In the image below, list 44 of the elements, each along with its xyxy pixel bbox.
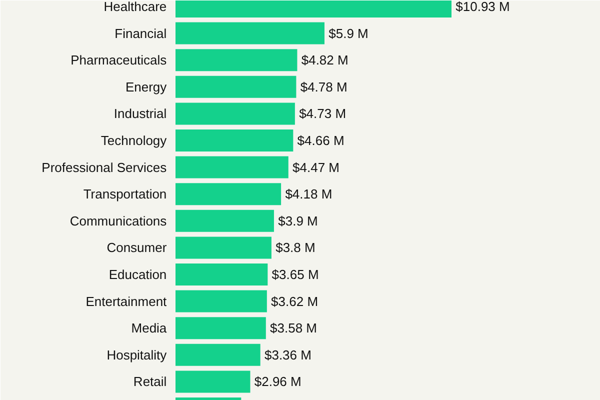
bar <box>176 290 267 312</box>
data-label: $4.73 M <box>299 106 346 122</box>
y-tick-label: Technology <box>100 133 168 148</box>
data-label: $3.8 M <box>276 240 316 256</box>
bar <box>176 76 296 98</box>
data-label: $3.58 M <box>270 320 318 336</box>
y-tick-label: Industrial <box>114 106 167 122</box>
bar <box>176 22 324 44</box>
y-tick-label: Professional Services <box>42 160 168 175</box>
data-label: $3.9 M <box>278 213 318 228</box>
y-tick-label: Energy <box>125 79 168 94</box>
bar <box>176 130 294 152</box>
data-label: $4.66 M <box>297 133 344 148</box>
bar <box>176 49 298 72</box>
bar <box>176 156 288 178</box>
y-tick-label: Media <box>131 320 168 336</box>
data-label: $3.62 M <box>271 294 318 309</box>
data-label: $4.82 M <box>301 52 348 68</box>
bar <box>176 210 274 232</box>
y-tick-label: Consumer <box>106 240 168 256</box>
bar <box>176 236 272 259</box>
data-label: $5.9 M <box>328 26 368 41</box>
data-label: $3.65 M <box>272 267 319 282</box>
data-label: $4.47 M <box>292 160 340 175</box>
y-tick-label: Transportation <box>83 186 167 202</box>
y-tick-label: Retail <box>133 374 167 390</box>
bar <box>176 317 266 340</box>
data-label: $2.96 M <box>254 374 302 390</box>
y-tick-label: Financial <box>114 26 167 41</box>
bar <box>176 370 250 393</box>
bar <box>176 102 295 125</box>
y-tick-label: Communications <box>70 213 168 228</box>
bar <box>176 264 268 286</box>
y-tick-label: Pharmaceuticals <box>70 52 168 68</box>
y-tick-label: Healthcare <box>104 0 167 14</box>
data-label: $4.78 M <box>300 79 348 94</box>
y-tick-label: Education <box>108 267 167 282</box>
y-tick-label: Entertainment <box>86 294 168 309</box>
data-label: $3.36 M <box>264 347 312 362</box>
bar <box>176 344 260 366</box>
data-label: $4.18 M <box>285 186 332 202</box>
y-tick-label: Hospitality <box>106 347 168 362</box>
bar <box>176 183 282 206</box>
data-label: $10.93 M <box>456 0 510 14</box>
